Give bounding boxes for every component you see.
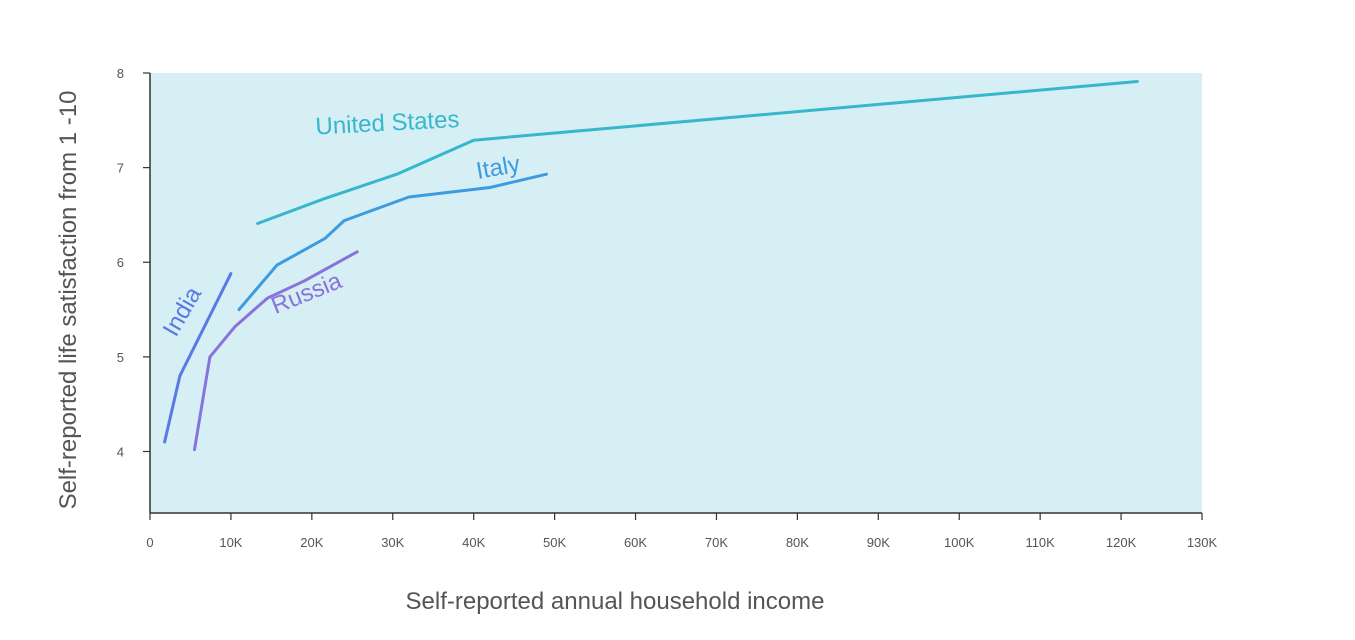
series-line-united-states: [256, 80, 1139, 225]
x-tick-label: 110K: [1025, 535, 1055, 550]
x-tick-label: 50K: [543, 535, 566, 550]
x-axis-label: Self-reported annual household income: [406, 588, 825, 615]
x-tick-label: 120K: [1106, 535, 1137, 550]
x-tick-label: 60K: [624, 535, 647, 550]
series-line-russia: [193, 250, 359, 452]
series-line-italy: [237, 172, 548, 312]
y-tick-label: 4: [117, 444, 124, 459]
x-tick-label: 10K: [219, 535, 242, 550]
y-tick-label: 7: [117, 161, 124, 176]
series-line-india: [163, 272, 233, 444]
y-axis-label: Self-reported life satisfaction from 1 -…: [55, 91, 82, 510]
y-tick-label: 8: [117, 66, 124, 81]
y-axis: 4 5 6 7 8: [117, 66, 150, 459]
plot-background: [150, 73, 1202, 513]
x-tick-label: 30K: [381, 535, 404, 550]
x-tick-label: 130K: [1187, 535, 1218, 550]
x-tick-label: 80K: [786, 535, 809, 550]
x-tick-label: 40K: [462, 535, 485, 550]
x-tick-label: 90K: [867, 535, 890, 550]
x-tick-label: 100K: [944, 535, 975, 550]
y-tick-label: 6: [117, 255, 124, 270]
x-tick-label: 0: [146, 535, 153, 550]
x-tick-label: 70K: [705, 535, 728, 550]
x-axis: 0 10K 20K 30K 40K 50K 60K 70K 80K 90K 100K 110K 120K…: [146, 513, 1218, 550]
x-tick-label: 20K: [300, 535, 323, 550]
y-tick-label: 5: [117, 350, 124, 365]
